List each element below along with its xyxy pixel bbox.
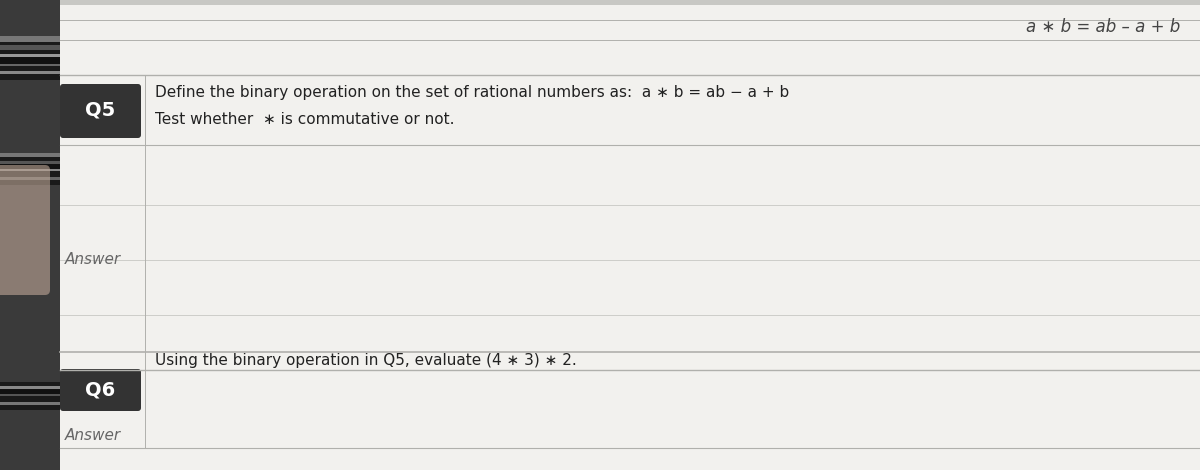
FancyBboxPatch shape (0, 42, 60, 45)
Text: Q6: Q6 (85, 381, 115, 400)
FancyBboxPatch shape (60, 84, 142, 138)
Text: a ∗ b = ab – a + b: a ∗ b = ab – a + b (1026, 18, 1180, 36)
FancyBboxPatch shape (60, 5, 1200, 470)
FancyBboxPatch shape (0, 389, 60, 394)
FancyBboxPatch shape (0, 45, 60, 50)
FancyBboxPatch shape (0, 57, 60, 64)
FancyBboxPatch shape (0, 157, 60, 161)
Text: Answer: Answer (65, 428, 121, 442)
FancyBboxPatch shape (0, 153, 60, 157)
FancyBboxPatch shape (0, 164, 60, 169)
FancyBboxPatch shape (0, 0, 60, 470)
FancyBboxPatch shape (0, 165, 50, 295)
FancyBboxPatch shape (0, 396, 60, 402)
FancyBboxPatch shape (0, 71, 60, 74)
Text: Answer: Answer (65, 252, 121, 267)
FancyBboxPatch shape (0, 177, 60, 180)
FancyBboxPatch shape (0, 402, 60, 405)
FancyBboxPatch shape (0, 74, 60, 80)
FancyBboxPatch shape (0, 405, 60, 410)
FancyBboxPatch shape (0, 54, 60, 57)
FancyBboxPatch shape (60, 369, 142, 411)
FancyBboxPatch shape (0, 161, 60, 164)
Text: Define the binary operation on the set of rational numbers as:  a ∗ b = ab − a +: Define the binary operation on the set o… (155, 85, 790, 100)
Text: Q5: Q5 (85, 101, 115, 119)
FancyBboxPatch shape (0, 169, 60, 171)
Text: Test whether  ∗ is commutative or not.: Test whether ∗ is commutative or not. (155, 112, 455, 127)
FancyBboxPatch shape (0, 171, 60, 177)
FancyBboxPatch shape (0, 36, 60, 42)
FancyBboxPatch shape (0, 382, 60, 386)
FancyBboxPatch shape (0, 394, 60, 396)
FancyBboxPatch shape (0, 66, 60, 71)
FancyBboxPatch shape (0, 180, 60, 185)
FancyBboxPatch shape (0, 50, 60, 54)
Text: Using the binary operation in Q5, evaluate (4 ∗ 3) ∗ 2.: Using the binary operation in Q5, evalua… (155, 352, 577, 368)
FancyBboxPatch shape (0, 64, 60, 66)
FancyBboxPatch shape (0, 386, 60, 389)
